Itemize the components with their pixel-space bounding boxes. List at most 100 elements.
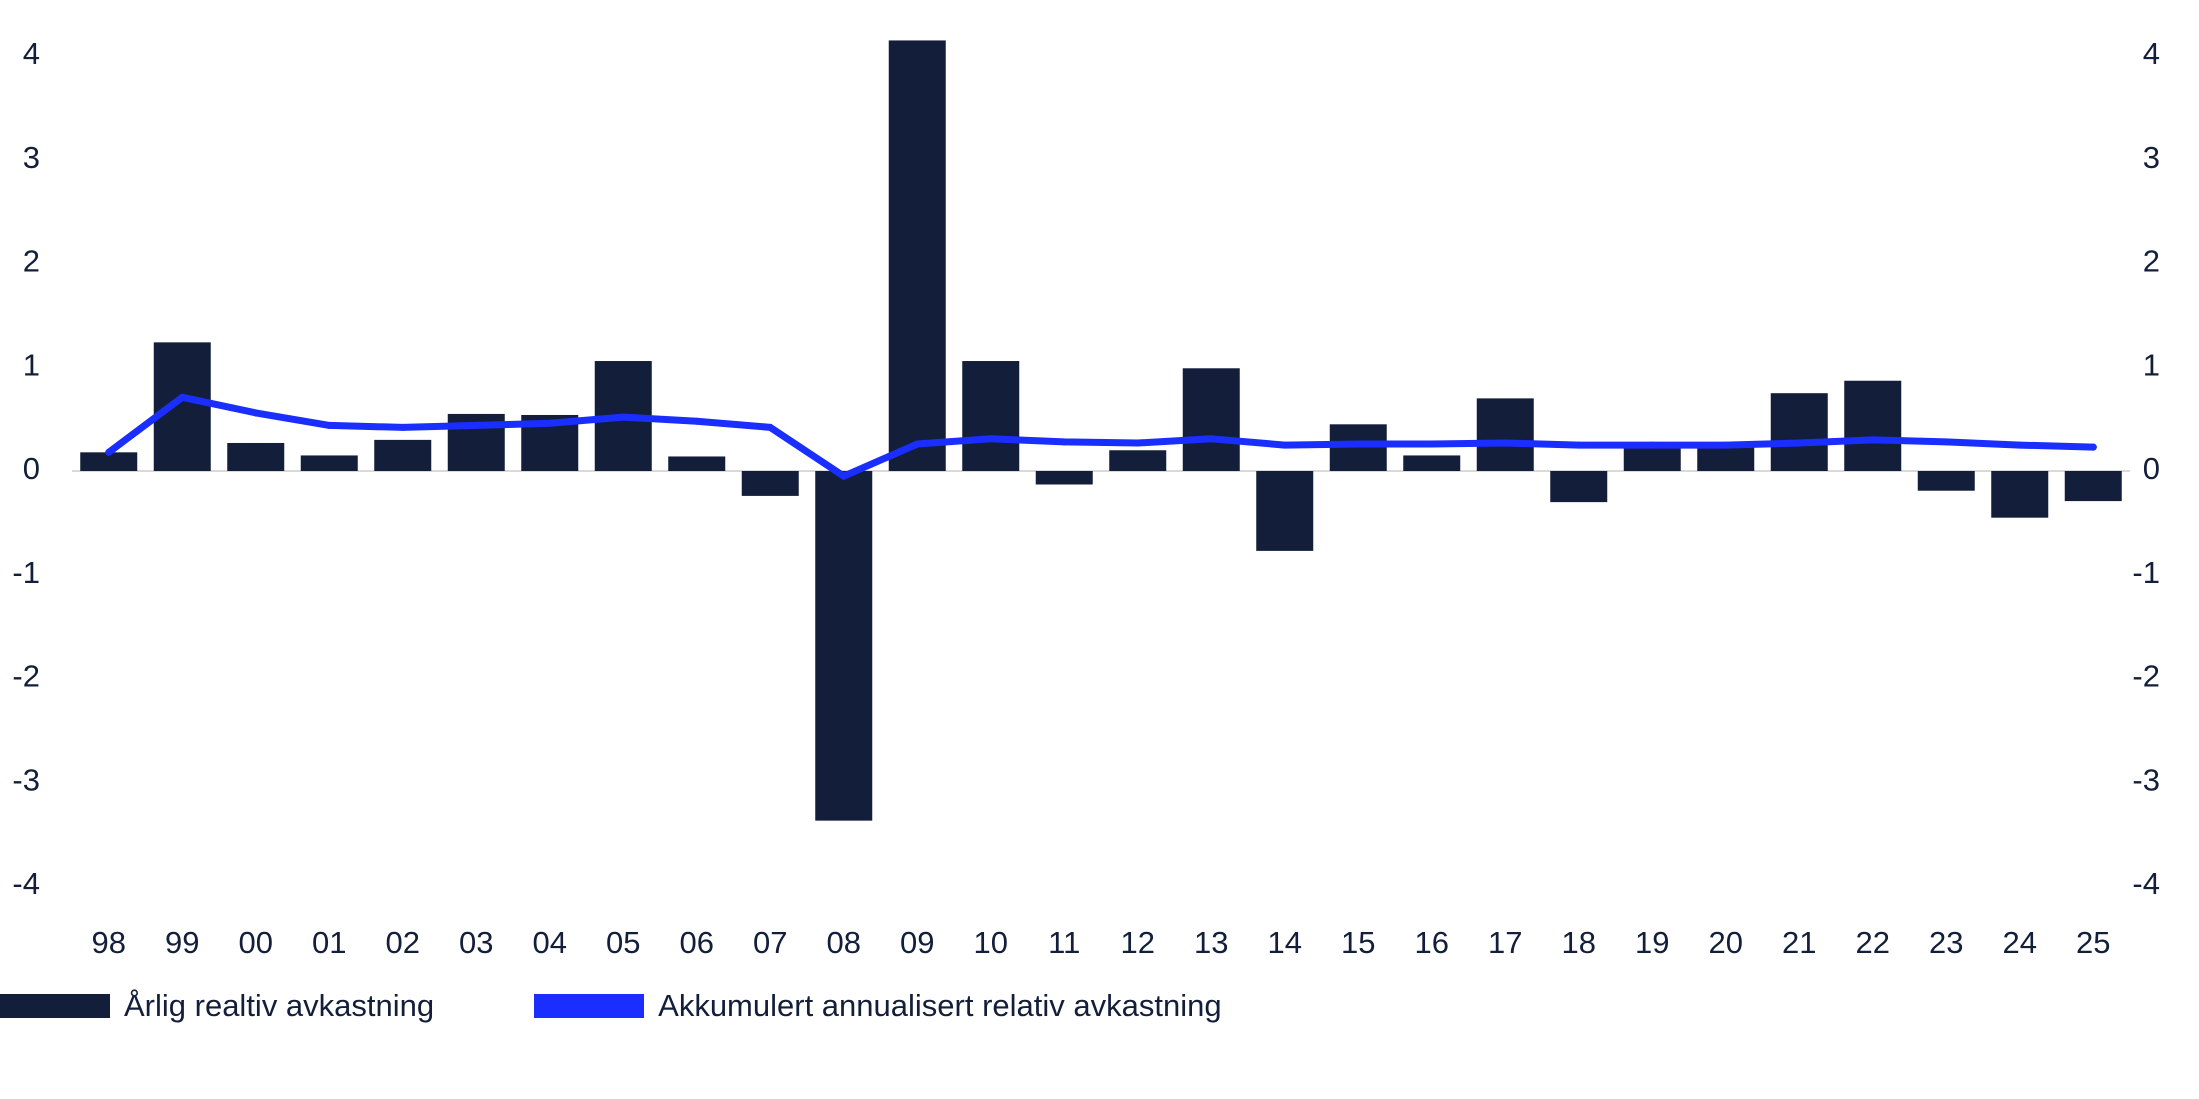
line-point-21	[1795, 439, 1803, 447]
x-tick-label: 01	[312, 925, 346, 960]
bar-21	[1770, 393, 1828, 471]
x-tick-label: 99	[165, 925, 199, 960]
line-point-06	[693, 417, 701, 425]
bar-06	[668, 456, 726, 471]
bar-07	[741, 471, 799, 496]
x-tick-label: 11	[1048, 925, 1080, 960]
x-tick-label: 24	[2003, 925, 2037, 960]
line-point-03	[472, 421, 480, 429]
y-tick-label-right: -3	[2132, 762, 2160, 797]
x-tick-label: 08	[827, 925, 861, 960]
y-tick-label-right: -1	[2132, 555, 2160, 590]
line-point-98	[105, 448, 113, 456]
line-point-20	[1722, 441, 1730, 449]
x-tick-label: 02	[386, 925, 420, 960]
right-y-axis: 4 3 2 1 0 -1 -2 -3 -4	[2132, 36, 2160, 901]
line-point-15	[1354, 440, 1362, 448]
legend: Årlig realtiv avkastning Akkumulert annu…	[0, 986, 1222, 1026]
line-point-17	[1501, 439, 1509, 447]
y-tick-label-right: 4	[2143, 36, 2160, 71]
line-point-05	[619, 413, 627, 421]
legend-item-line: Akkumulert annualisert relativ avkastnin…	[534, 988, 1222, 1024]
x-tick-label: 14	[1268, 925, 1302, 960]
line-point-00	[252, 409, 260, 417]
line-point-24	[2016, 441, 2024, 449]
bar-98	[80, 452, 138, 471]
bar-09	[888, 40, 946, 471]
x-tick-label: 15	[1341, 925, 1375, 960]
bar-01	[300, 455, 358, 471]
x-tick-label: 98	[92, 925, 126, 960]
x-tick-label: 07	[753, 925, 787, 960]
line-point-10	[987, 435, 995, 443]
line-path	[105, 393, 2097, 480]
line-point-13	[1207, 435, 1215, 443]
line-point-12	[1134, 439, 1142, 447]
y-tick-label-right: 1	[2143, 347, 2160, 382]
y-tick-label-right: 2	[2143, 244, 2160, 279]
y-tick-label-right: -2	[2132, 659, 2160, 694]
line-point-11	[1060, 438, 1068, 446]
y-tick-label-right: -4	[2132, 866, 2160, 901]
line-point-19	[1648, 441, 1656, 449]
x-tick-label: 25	[2076, 925, 2110, 960]
x-tick-label: 09	[900, 925, 934, 960]
bar-25	[2064, 471, 2122, 502]
x-tick-label: 17	[1488, 925, 1522, 960]
bar-20	[1697, 446, 1755, 471]
y-tick-label-left: 2	[23, 244, 40, 279]
x-tick-label: 20	[1709, 925, 1743, 960]
y-tick-label-left: -2	[12, 659, 40, 694]
bar-22	[1844, 380, 1902, 471]
bar-11	[1035, 471, 1093, 485]
bar-99	[153, 342, 211, 471]
x-tick-label: 06	[680, 925, 714, 960]
y-tick-label-right: 3	[2143, 140, 2160, 175]
legend-label-bars: Årlig realtiv avkastning	[124, 988, 435, 1023]
left-y-axis: 4 3 2 1 0 -1 -2 -3 -4	[12, 36, 40, 901]
line-series	[105, 393, 2097, 480]
legend-swatch-line	[534, 994, 645, 1018]
bar-24	[1991, 471, 2049, 518]
bar-13	[1182, 368, 1240, 471]
line-point-09	[913, 440, 921, 448]
bar-14	[1256, 471, 1314, 551]
x-tick-label: 00	[239, 925, 273, 960]
bar-series	[80, 40, 2122, 821]
bar-08	[815, 471, 873, 821]
bar-00	[227, 442, 285, 471]
line-point-07	[766, 423, 774, 431]
x-tick-label: 05	[606, 925, 640, 960]
x-tick-label: 16	[1415, 925, 1449, 960]
line-point-23	[1942, 438, 1950, 446]
line-point-22	[1869, 436, 1877, 444]
line-point-01	[325, 421, 333, 429]
bar-18	[1550, 471, 1608, 503]
bar-17	[1476, 398, 1534, 471]
x-tick-label: 19	[1635, 925, 1669, 960]
x-tick-label: 21	[1782, 925, 1816, 960]
x-tick-label: 13	[1194, 925, 1228, 960]
x-tick-label: 04	[533, 925, 567, 960]
bar-02	[374, 439, 432, 471]
y-tick-label-left: 3	[23, 140, 40, 175]
y-tick-label-left: -4	[12, 866, 40, 901]
legend-swatch-bars	[0, 994, 110, 1018]
line-point-16	[1428, 440, 1436, 448]
x-tick-label: 12	[1121, 925, 1155, 960]
y-tick-label-left: 0	[23, 451, 40, 486]
y-tick-label-right: 0	[2143, 451, 2160, 486]
bar-19	[1623, 447, 1681, 471]
line-point-99	[178, 393, 186, 401]
bar-16	[1403, 455, 1461, 471]
line-point-18	[1575, 441, 1583, 449]
line-point-02	[399, 423, 407, 431]
bar-10	[962, 361, 1020, 471]
x-tick-label: 22	[1856, 925, 1890, 960]
line-point-04	[546, 419, 554, 427]
x-tick-label: 03	[459, 925, 493, 960]
legend-item-bars: Årlig realtiv avkastning	[0, 988, 434, 1024]
x-tick-label: 18	[1562, 925, 1596, 960]
y-tick-label-left: -3	[12, 762, 40, 797]
